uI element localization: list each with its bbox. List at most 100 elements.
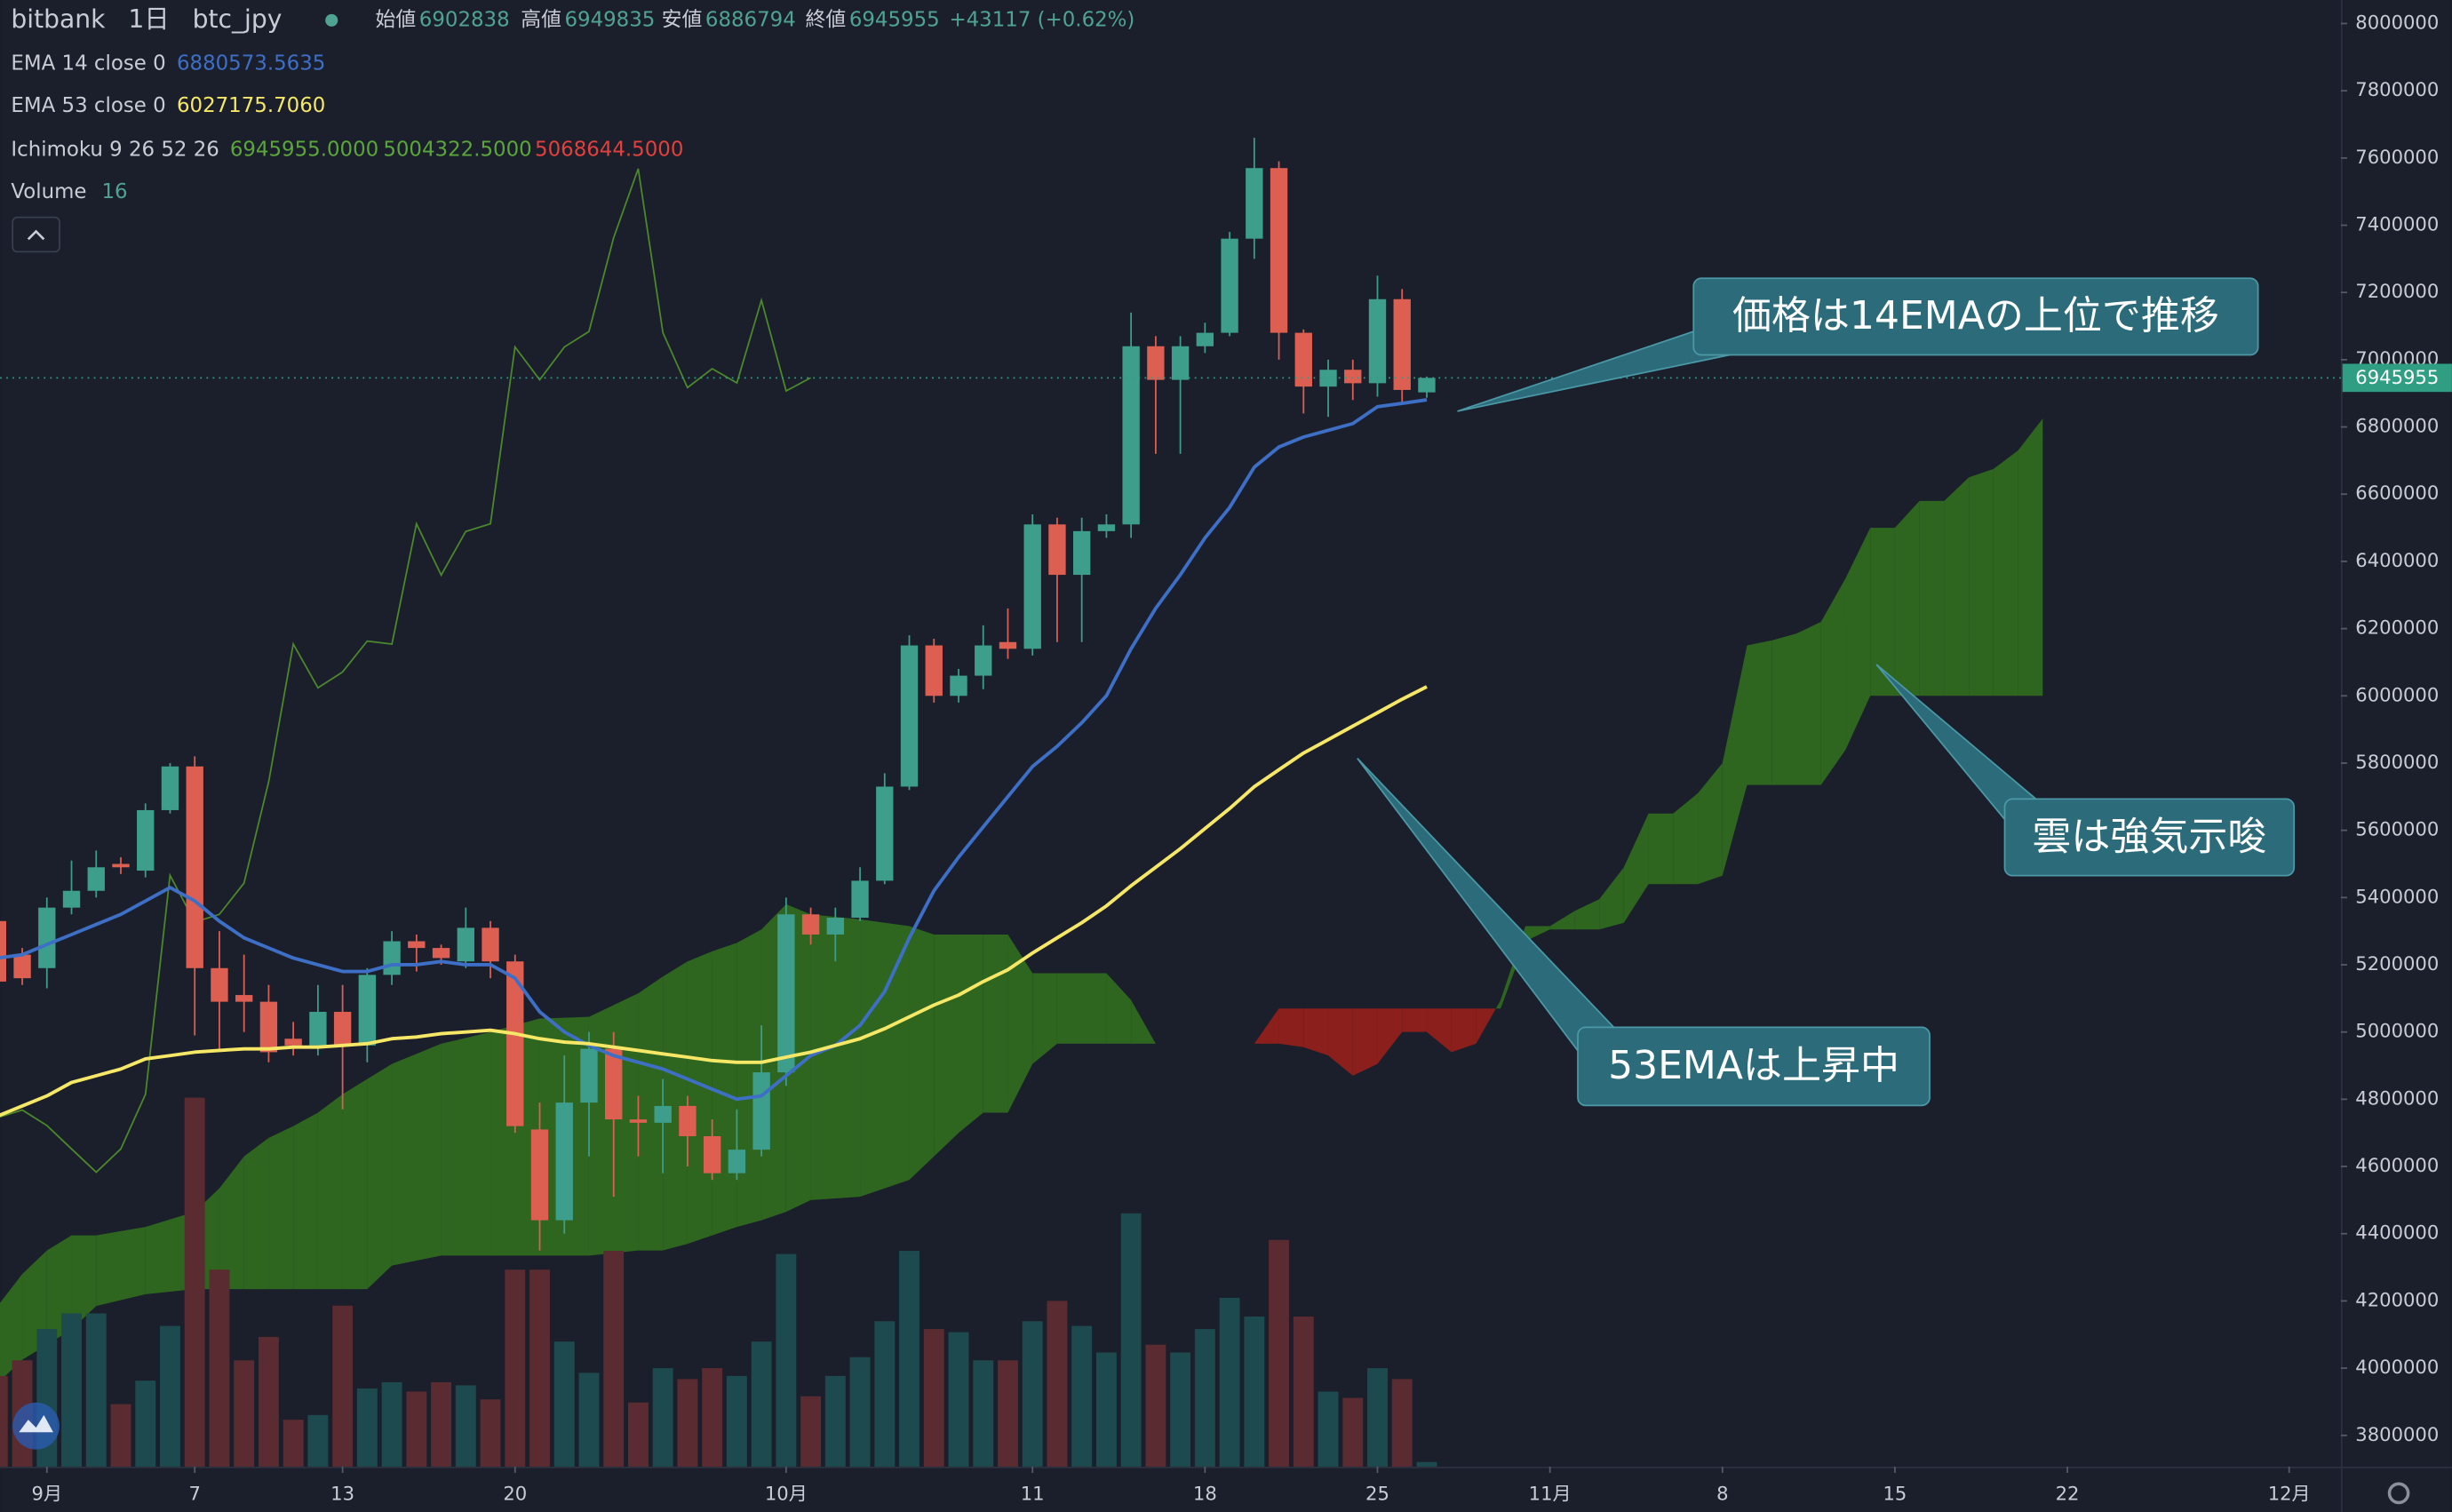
cloud bbox=[1278, 1008, 1304, 1047]
candle-body bbox=[1418, 378, 1436, 393]
volume-bar bbox=[110, 1404, 131, 1467]
cloud bbox=[1870, 528, 1895, 696]
candle-body bbox=[432, 948, 450, 959]
candle-body bbox=[1196, 332, 1214, 346]
exchange: bitbank bbox=[11, 4, 106, 34]
candle-body bbox=[876, 786, 894, 881]
candle-body bbox=[900, 645, 919, 787]
cloud bbox=[1944, 477, 1970, 696]
candle-body bbox=[1023, 524, 1041, 649]
volume-bar bbox=[677, 1379, 698, 1467]
candle-body bbox=[457, 927, 474, 962]
candle-body bbox=[580, 1048, 598, 1103]
volume-bar bbox=[209, 1269, 230, 1467]
candle-body bbox=[605, 1048, 623, 1120]
settings-icon[interactable] bbox=[2387, 1482, 2410, 1505]
y-tick-label: 3800000 bbox=[2355, 1423, 2439, 1445]
candle-body bbox=[1171, 346, 1190, 380]
cloud bbox=[1377, 1008, 1403, 1064]
volume-bar bbox=[61, 1313, 82, 1467]
cloud bbox=[1106, 973, 1132, 1044]
cloud bbox=[810, 914, 861, 1200]
cloud bbox=[909, 926, 935, 1181]
cloud bbox=[934, 934, 959, 1157]
volume-bar bbox=[824, 1375, 846, 1467]
collapse-button[interactable] bbox=[12, 216, 60, 253]
cloud bbox=[1894, 500, 1920, 696]
callout-box bbox=[1692, 277, 2259, 356]
volume-bar bbox=[1170, 1352, 1191, 1467]
volume-bar bbox=[923, 1329, 944, 1467]
candle-body bbox=[530, 1129, 549, 1221]
callout-box bbox=[1577, 1026, 1931, 1107]
cloud bbox=[1698, 762, 1723, 885]
volume-bar bbox=[1367, 1368, 1388, 1467]
candle-body bbox=[801, 914, 820, 935]
ichimoku-name: Ichimoku 9 26 52 26 bbox=[11, 138, 219, 161]
cloud bbox=[145, 1212, 195, 1294]
cloud bbox=[367, 1063, 393, 1290]
candle-body bbox=[950, 675, 967, 696]
cloud bbox=[1402, 1008, 1427, 1032]
candle-body bbox=[62, 890, 81, 908]
ema-value: 6880573.5635 bbox=[177, 52, 325, 76]
cloud bbox=[0, 1274, 23, 1381]
high-label: 高値 bbox=[521, 8, 561, 31]
y-tick-label: 5200000 bbox=[2355, 952, 2439, 975]
cloud bbox=[1845, 528, 1871, 750]
volume-length: 16 bbox=[102, 180, 128, 203]
volume-bar bbox=[874, 1321, 896, 1467]
collapse-icon bbox=[27, 229, 45, 241]
volume-bar bbox=[1120, 1213, 1142, 1467]
candle-body bbox=[1294, 332, 1312, 387]
low-label: 安値 bbox=[662, 8, 703, 31]
volume-bar bbox=[1145, 1344, 1166, 1467]
cloud bbox=[1328, 1008, 1353, 1076]
cloud bbox=[687, 951, 713, 1245]
cloud bbox=[1549, 911, 1575, 930]
volume-bar bbox=[85, 1313, 107, 1467]
x-tick-label: 12月 bbox=[2268, 1483, 2311, 1505]
x-tick-label: 25 bbox=[1365, 1483, 1389, 1505]
y-tick-label: 8000000 bbox=[2355, 11, 2439, 33]
candle-body bbox=[1368, 298, 1387, 384]
cloud bbox=[1969, 468, 1994, 696]
cloud bbox=[958, 934, 983, 1134]
x-tick-label: 22 bbox=[2056, 1483, 2080, 1505]
volume-bar bbox=[553, 1341, 575, 1467]
candle-body bbox=[333, 1011, 352, 1046]
cloud bbox=[1476, 1008, 1496, 1044]
close-value: 6945955 bbox=[849, 8, 940, 31]
y-tick-label: 4200000 bbox=[2355, 1288, 2439, 1310]
volume-bar bbox=[258, 1336, 279, 1467]
candle-body bbox=[851, 880, 869, 919]
cloud bbox=[392, 1043, 442, 1266]
candle-body bbox=[0, 920, 7, 982]
volume-bar bbox=[135, 1381, 156, 1467]
volume-bar bbox=[726, 1375, 747, 1467]
volume-bar bbox=[283, 1420, 304, 1467]
cloud bbox=[1747, 640, 1772, 785]
y-tick-label: 4000000 bbox=[2355, 1356, 2439, 1378]
volume-bar bbox=[800, 1396, 822, 1467]
volume-bar bbox=[307, 1414, 329, 1467]
cloud bbox=[860, 919, 910, 1198]
candle-body bbox=[1072, 530, 1091, 576]
candle-body bbox=[211, 967, 228, 1002]
cloud bbox=[71, 1235, 97, 1330]
logo[interactable] bbox=[12, 1402, 60, 1450]
cloud bbox=[317, 1094, 343, 1290]
y-tick-label: 6000000 bbox=[2355, 683, 2439, 705]
candle-body bbox=[777, 914, 795, 1073]
ema-name: EMA 53 close 0 bbox=[11, 94, 165, 117]
price-tag bbox=[2342, 363, 2452, 393]
volume-bar bbox=[899, 1251, 920, 1467]
volume-bar bbox=[160, 1325, 180, 1467]
change: +43117 (+0.62%) bbox=[949, 8, 1134, 31]
ichimoku-value: 6945955.0000 bbox=[230, 138, 378, 161]
x-tick-label: 20 bbox=[503, 1483, 527, 1505]
volume-bar bbox=[751, 1341, 772, 1467]
candle-body bbox=[259, 1001, 278, 1053]
candle-body bbox=[1344, 370, 1362, 384]
y-tick-label: 7400000 bbox=[2355, 213, 2439, 235]
